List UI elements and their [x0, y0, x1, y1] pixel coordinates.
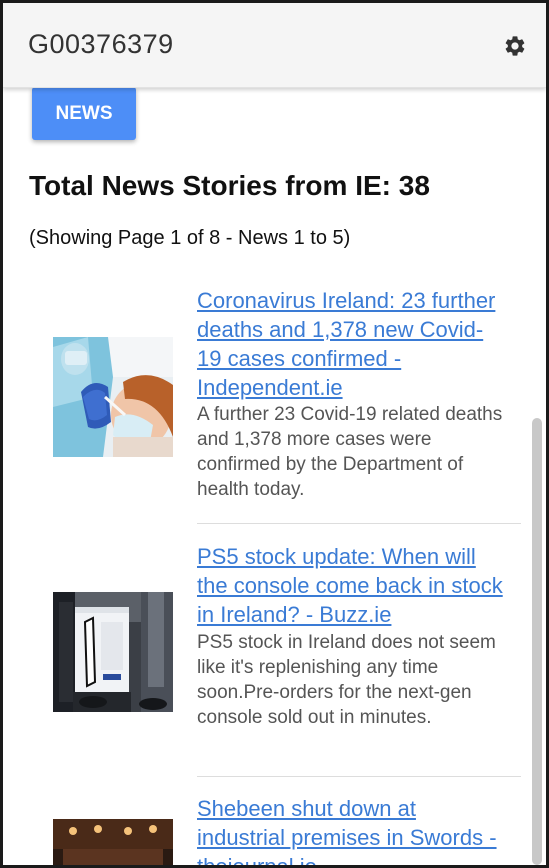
story-thumbnail-covid-test[interactable] [53, 337, 173, 457]
paging-info: (Showing Page 1 of 8 - News 1 to 5) [29, 227, 351, 249]
news-list-scroll-area[interactable]: NEWS Total News Stories from IE: 38 (Sho… [3, 3, 546, 865]
story-divider [197, 523, 521, 524]
story-title-link[interactable]: Coronavirus Ireland: 23 further deaths a… [197, 288, 496, 400]
news-button[interactable]: NEWS [32, 87, 136, 140]
vertical-scrollbar-thumb[interactable] [532, 418, 542, 865]
story-description: A further 23 Covid-19 related deaths and… [197, 404, 503, 500]
story-thumbnail-shebeen[interactable] [53, 819, 173, 865]
story-title-link[interactable]: Shebeen shut down at industrial premises… [197, 796, 497, 865]
app-window: NEWS Total News Stories from IE: 38 (Sho… [3, 3, 546, 865]
story-title-link[interactable]: PS5 stock update: When will the console … [197, 544, 503, 627]
story-description: PS5 stock in Ireland does not seem like … [197, 632, 496, 728]
app-header: G00376379 [3, 3, 546, 88]
story-divider [197, 776, 521, 777]
gear-icon[interactable] [503, 34, 527, 58]
app-title: G00376379 [28, 29, 174, 59]
story-thumbnail-ps5[interactable] [53, 592, 173, 712]
total-stories-heading: Total News Stories from IE: 38 [29, 170, 430, 201]
